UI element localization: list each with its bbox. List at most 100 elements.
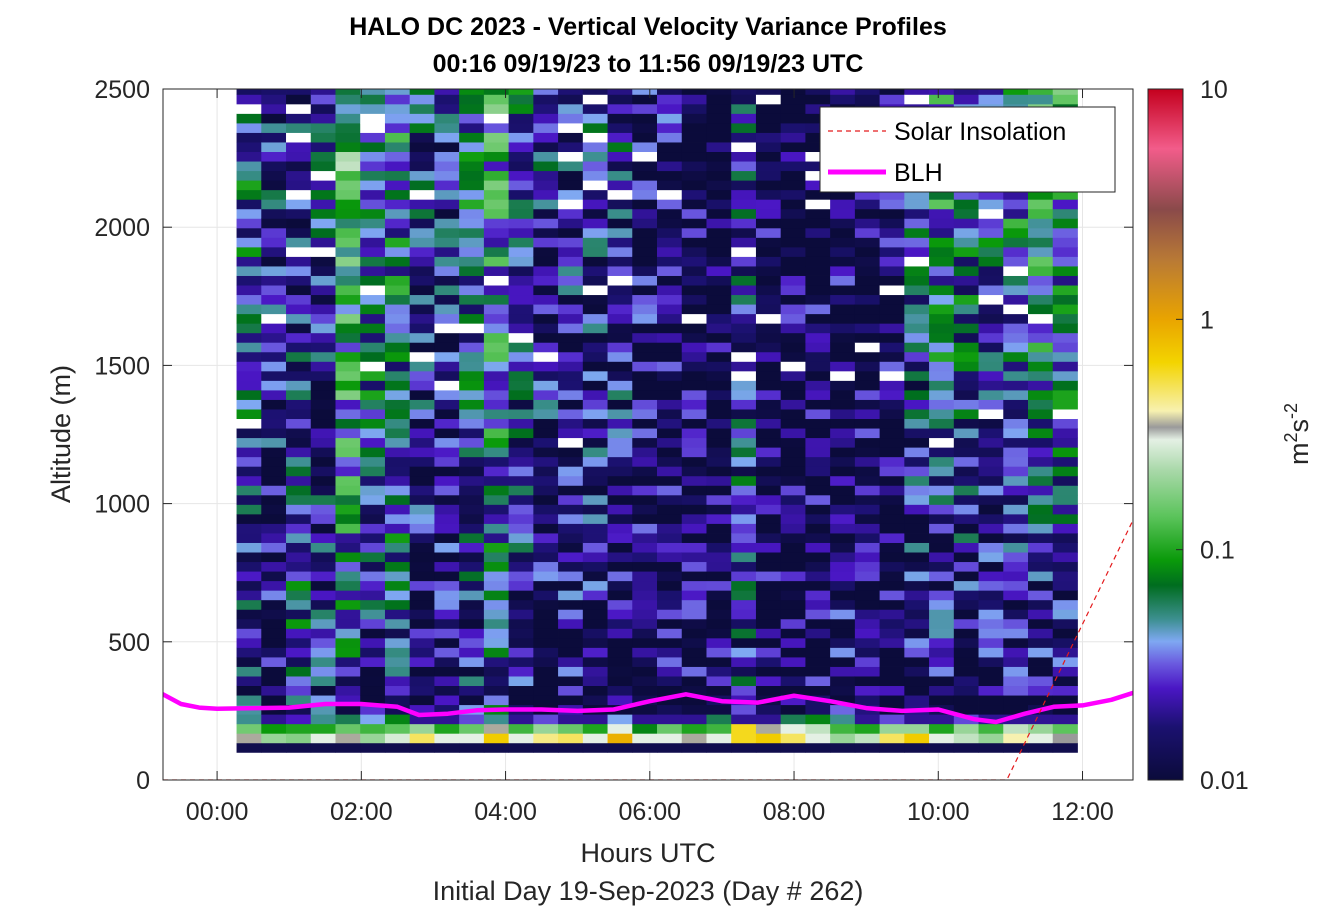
heatmap-cell — [755, 256, 782, 267]
heatmap-cell — [929, 504, 955, 515]
heatmap-cell — [657, 123, 683, 133]
heatmap-cell — [706, 256, 732, 267]
heatmap-cell — [805, 380, 831, 391]
heatmap-cell — [236, 113, 262, 124]
heatmap-cell — [953, 437, 979, 448]
heatmap-cell — [681, 485, 707, 496]
heatmap-cell — [978, 218, 1004, 229]
heatmap-cell — [904, 676, 930, 687]
heatmap-cell — [755, 513, 782, 524]
heatmap-cell — [731, 208, 757, 219]
line-series — [163, 519, 1133, 780]
heatmap-cell — [953, 351, 979, 362]
heatmap-cell — [434, 599, 460, 610]
heatmap-cell — [335, 552, 361, 563]
heatmap-cell — [706, 170, 732, 181]
heatmap-cell — [261, 361, 287, 372]
heatmap-cell — [310, 533, 336, 543]
heatmap-cell — [755, 246, 782, 257]
heatmap-cell — [384, 113, 411, 124]
heatmap-cell — [335, 437, 361, 448]
heatmap-cell — [409, 294, 435, 305]
heatmap-cell — [830, 618, 856, 629]
heatmap-cell — [360, 552, 386, 563]
heatmap-cell — [1028, 599, 1054, 610]
heatmap-cell — [508, 647, 534, 658]
heatmap-cell — [310, 628, 336, 639]
heatmap-cell — [904, 437, 930, 448]
blh-line — [163, 690, 1133, 725]
heatmap-cell — [261, 599, 287, 610]
heatmap-cell — [261, 447, 287, 458]
x-axis-label: Hours UTC — [580, 838, 715, 868]
heatmap-cell — [286, 733, 312, 744]
heatmap-cell — [1028, 218, 1054, 229]
heatmap-cell — [1003, 494, 1029, 505]
heatmap-cell — [657, 542, 683, 553]
heatmap-cell — [706, 380, 732, 391]
heatmap-cell — [483, 390, 510, 400]
heatmap-cell — [1028, 332, 1054, 343]
heatmap-cell — [929, 199, 955, 210]
heatmap-cell — [533, 695, 559, 706]
heatmap-cell — [657, 628, 683, 639]
heatmap-cell — [780, 380, 806, 391]
heatmap-cell — [1052, 294, 1078, 305]
heatmap-cell — [360, 304, 386, 315]
heatmap-cell — [706, 142, 732, 153]
heatmap-cell — [904, 628, 930, 639]
heatmap-cell — [681, 599, 707, 610]
heatmap-cell — [755, 733, 782, 744]
heatmap-cell — [582, 723, 608, 734]
heatmap-cell — [755, 304, 782, 315]
heatmap-cell — [558, 475, 584, 486]
heatmap-cell — [409, 208, 435, 219]
heatmap-cell — [904, 266, 930, 276]
heatmap-cell — [483, 380, 510, 391]
heatmap-cell — [335, 180, 361, 191]
heatmap-cell — [360, 180, 386, 191]
heatmap-cell — [657, 189, 683, 200]
heatmap-cell — [978, 590, 1004, 601]
heatmap-cell — [755, 628, 782, 639]
heatmap-cell — [929, 94, 955, 105]
heatmap-cell — [236, 103, 262, 114]
heatmap-cell — [582, 285, 608, 296]
heatmap-cell — [508, 494, 534, 505]
heatmap-cell — [236, 180, 262, 191]
heatmap-cell — [310, 342, 336, 353]
heatmap-cell — [731, 161, 757, 172]
heatmap-cell — [953, 475, 979, 486]
heatmap-cell — [805, 170, 831, 181]
heatmap-cell — [879, 666, 905, 677]
heatmap-cell — [261, 466, 287, 477]
heatmap-cell — [558, 418, 584, 429]
heatmap-cell — [830, 304, 856, 315]
heatmap-cell — [632, 142, 658, 153]
heatmap-cell — [459, 447, 485, 458]
heatmap-cell — [681, 580, 707, 591]
heatmap-cell — [286, 609, 312, 620]
heatmap-cell — [558, 447, 584, 458]
heatmap-cell — [508, 208, 534, 219]
heatmap-cell — [558, 275, 584, 286]
heatmap-cell — [434, 637, 460, 648]
heatmap-cell — [236, 466, 262, 477]
heatmap-cell — [582, 637, 608, 648]
heatmap-cell — [978, 552, 1004, 563]
colorbar-label-sup2: -2 — [1281, 403, 1301, 419]
heatmap-cell — [533, 561, 559, 572]
heatmap-cell — [582, 113, 608, 124]
heatmap-cell — [582, 380, 608, 391]
heatmap-cell — [830, 742, 856, 753]
heatmap-cell — [384, 94, 411, 105]
heatmap-cell — [310, 475, 336, 486]
heatmap-cell — [533, 475, 559, 486]
heatmap-cell — [533, 275, 559, 286]
heatmap-cell — [904, 513, 930, 524]
heatmap-cell — [1028, 266, 1054, 276]
heatmap-cell — [657, 142, 683, 153]
heatmap-cell — [755, 227, 782, 238]
heatmap-cell — [854, 332, 881, 343]
heatmap-cell — [360, 571, 386, 582]
